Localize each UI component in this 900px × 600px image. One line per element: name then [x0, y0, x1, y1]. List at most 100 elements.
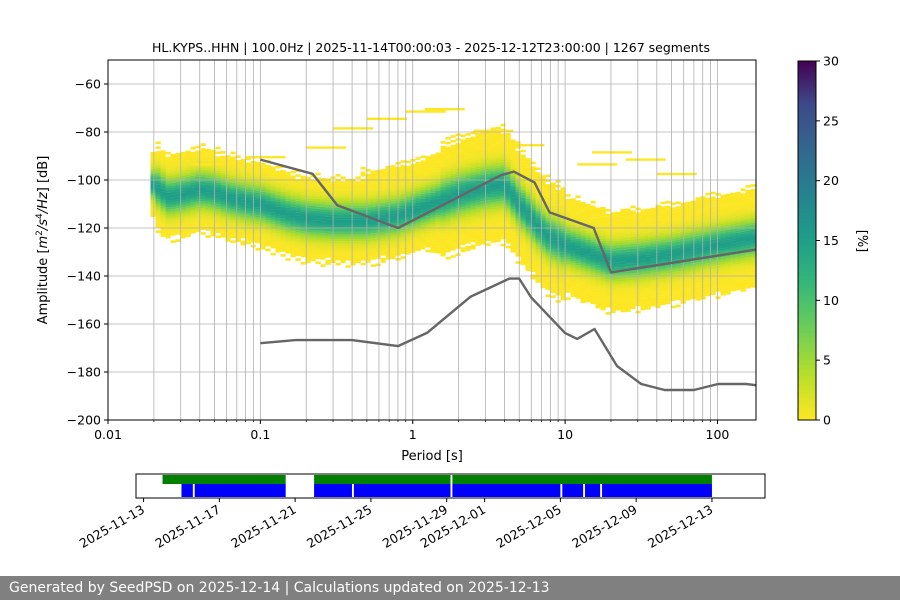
heatmap-cell	[580, 214, 586, 217]
heatmap-cell	[350, 250, 356, 254]
heatmap-cell	[295, 243, 301, 247]
heatmap-cell	[650, 210, 656, 213]
heatmap-cell	[375, 198, 381, 202]
heatmap-cell	[525, 206, 531, 209]
heatmap-cell	[535, 246, 541, 250]
heatmap-cell	[485, 233, 491, 237]
heatmap-cell	[460, 235, 466, 238]
heatmap-cell	[570, 256, 576, 259]
heatmap-cell	[590, 292, 596, 295]
heatmap-cell	[725, 275, 731, 278]
heatmap-cell	[620, 278, 626, 282]
grid-lines	[108, 60, 756, 420]
heatmap-cell	[305, 212, 311, 216]
heatmap-cell	[285, 198, 291, 201]
heatmap-cell	[310, 217, 316, 221]
heatmap-cell	[520, 221, 526, 225]
heatmap-cell	[345, 229, 351, 232]
heatmap-cell	[230, 182, 236, 186]
heatmap-cell	[640, 262, 646, 265]
heatmap-cell	[645, 299, 651, 303]
heatmap-cell	[215, 165, 221, 169]
heatmap-cell	[505, 214, 511, 218]
heatmap-cell	[640, 293, 646, 296]
heatmap-cell	[585, 215, 591, 219]
heatmap-cell	[435, 234, 441, 237]
heatmap-cell	[295, 207, 301, 211]
heatmap-cell	[210, 197, 216, 201]
heatmap-cell	[345, 198, 351, 201]
heatmap-cell	[235, 167, 241, 170]
heatmap-cell	[690, 291, 696, 295]
heatmap-cell	[570, 280, 576, 283]
heatmap-cell	[300, 262, 306, 265]
heatmap-cell	[205, 199, 211, 202]
heatmap-cell	[620, 256, 626, 260]
heatmap-cell	[695, 293, 701, 296]
heatmap-cell	[225, 186, 231, 189]
heatmap-cell	[460, 172, 466, 176]
heatmap-cell	[450, 190, 456, 193]
heatmap-cell	[265, 219, 271, 223]
heatmap-cell	[220, 179, 226, 183]
heatmap-cell	[420, 225, 426, 228]
heatmap-cell	[620, 244, 626, 248]
heatmap-cell	[340, 195, 346, 199]
heatmap-cell	[670, 286, 676, 290]
heatmap-cell	[650, 251, 656, 254]
heatmap-cell	[695, 264, 701, 268]
heatmap-cell	[285, 234, 291, 237]
heatmap-cell	[220, 223, 226, 226]
heatmap-cell	[360, 219, 366, 223]
heatmap-cell	[365, 231, 371, 234]
heatmap-cell	[260, 174, 266, 178]
heatmap-cell	[475, 137, 481, 141]
heatmap-cell	[185, 222, 191, 226]
heatmap-cell	[185, 155, 191, 158]
heatmap-cell	[640, 250, 646, 253]
heatmap-cell	[705, 197, 711, 201]
heatmap-cell	[415, 164, 421, 167]
heatmap-cell	[180, 163, 186, 167]
heatmap-cell	[490, 237, 496, 241]
heatmap-cell	[260, 244, 266, 248]
heatmap-cell	[355, 207, 361, 211]
heatmap-cell	[535, 256, 541, 259]
heatmap-cell	[605, 283, 611, 286]
heatmap-cell	[685, 254, 691, 258]
heatmap-cell	[445, 216, 451, 219]
heatmap-cell	[545, 275, 551, 278]
heatmap-cell	[570, 284, 576, 288]
heatmap-cell	[730, 221, 736, 225]
heatmap-cell	[155, 211, 161, 214]
heatmap-cell	[215, 228, 221, 231]
heatmap-cell	[665, 296, 671, 300]
heatmap-cell	[535, 217, 541, 221]
heatmap-cell	[620, 288, 626, 291]
heatmap-cell	[230, 202, 236, 205]
heatmap-cell	[190, 211, 196, 215]
heatmap-cell	[500, 205, 506, 208]
heatmap-cell	[525, 172, 531, 175]
heatmap-cell	[540, 273, 546, 277]
heatmap-cell	[255, 216, 261, 220]
heatmap-cell	[665, 227, 671, 230]
heatmap-cell	[625, 261, 631, 264]
heatmap-cell	[230, 211, 236, 215]
heatmap-cell	[185, 198, 191, 202]
heatmap-cell	[680, 246, 686, 249]
heatmap-cell	[460, 201, 466, 205]
heatmap-cell	[300, 204, 306, 207]
heatmap-cell	[155, 155, 161, 159]
heatmap-cell	[670, 207, 676, 210]
heatmap-cell	[420, 193, 426, 197]
heatmap-cell	[465, 238, 471, 242]
heatmap-cell	[205, 192, 211, 195]
heatmap-cell	[655, 298, 661, 301]
heatmap-cell	[715, 260, 721, 263]
heatmap-cell	[480, 131, 486, 135]
heatmap-cell	[595, 291, 601, 295]
heatmap-cell	[590, 248, 596, 252]
heatmap-cell	[420, 203, 426, 207]
heatmap-cell	[205, 223, 211, 226]
